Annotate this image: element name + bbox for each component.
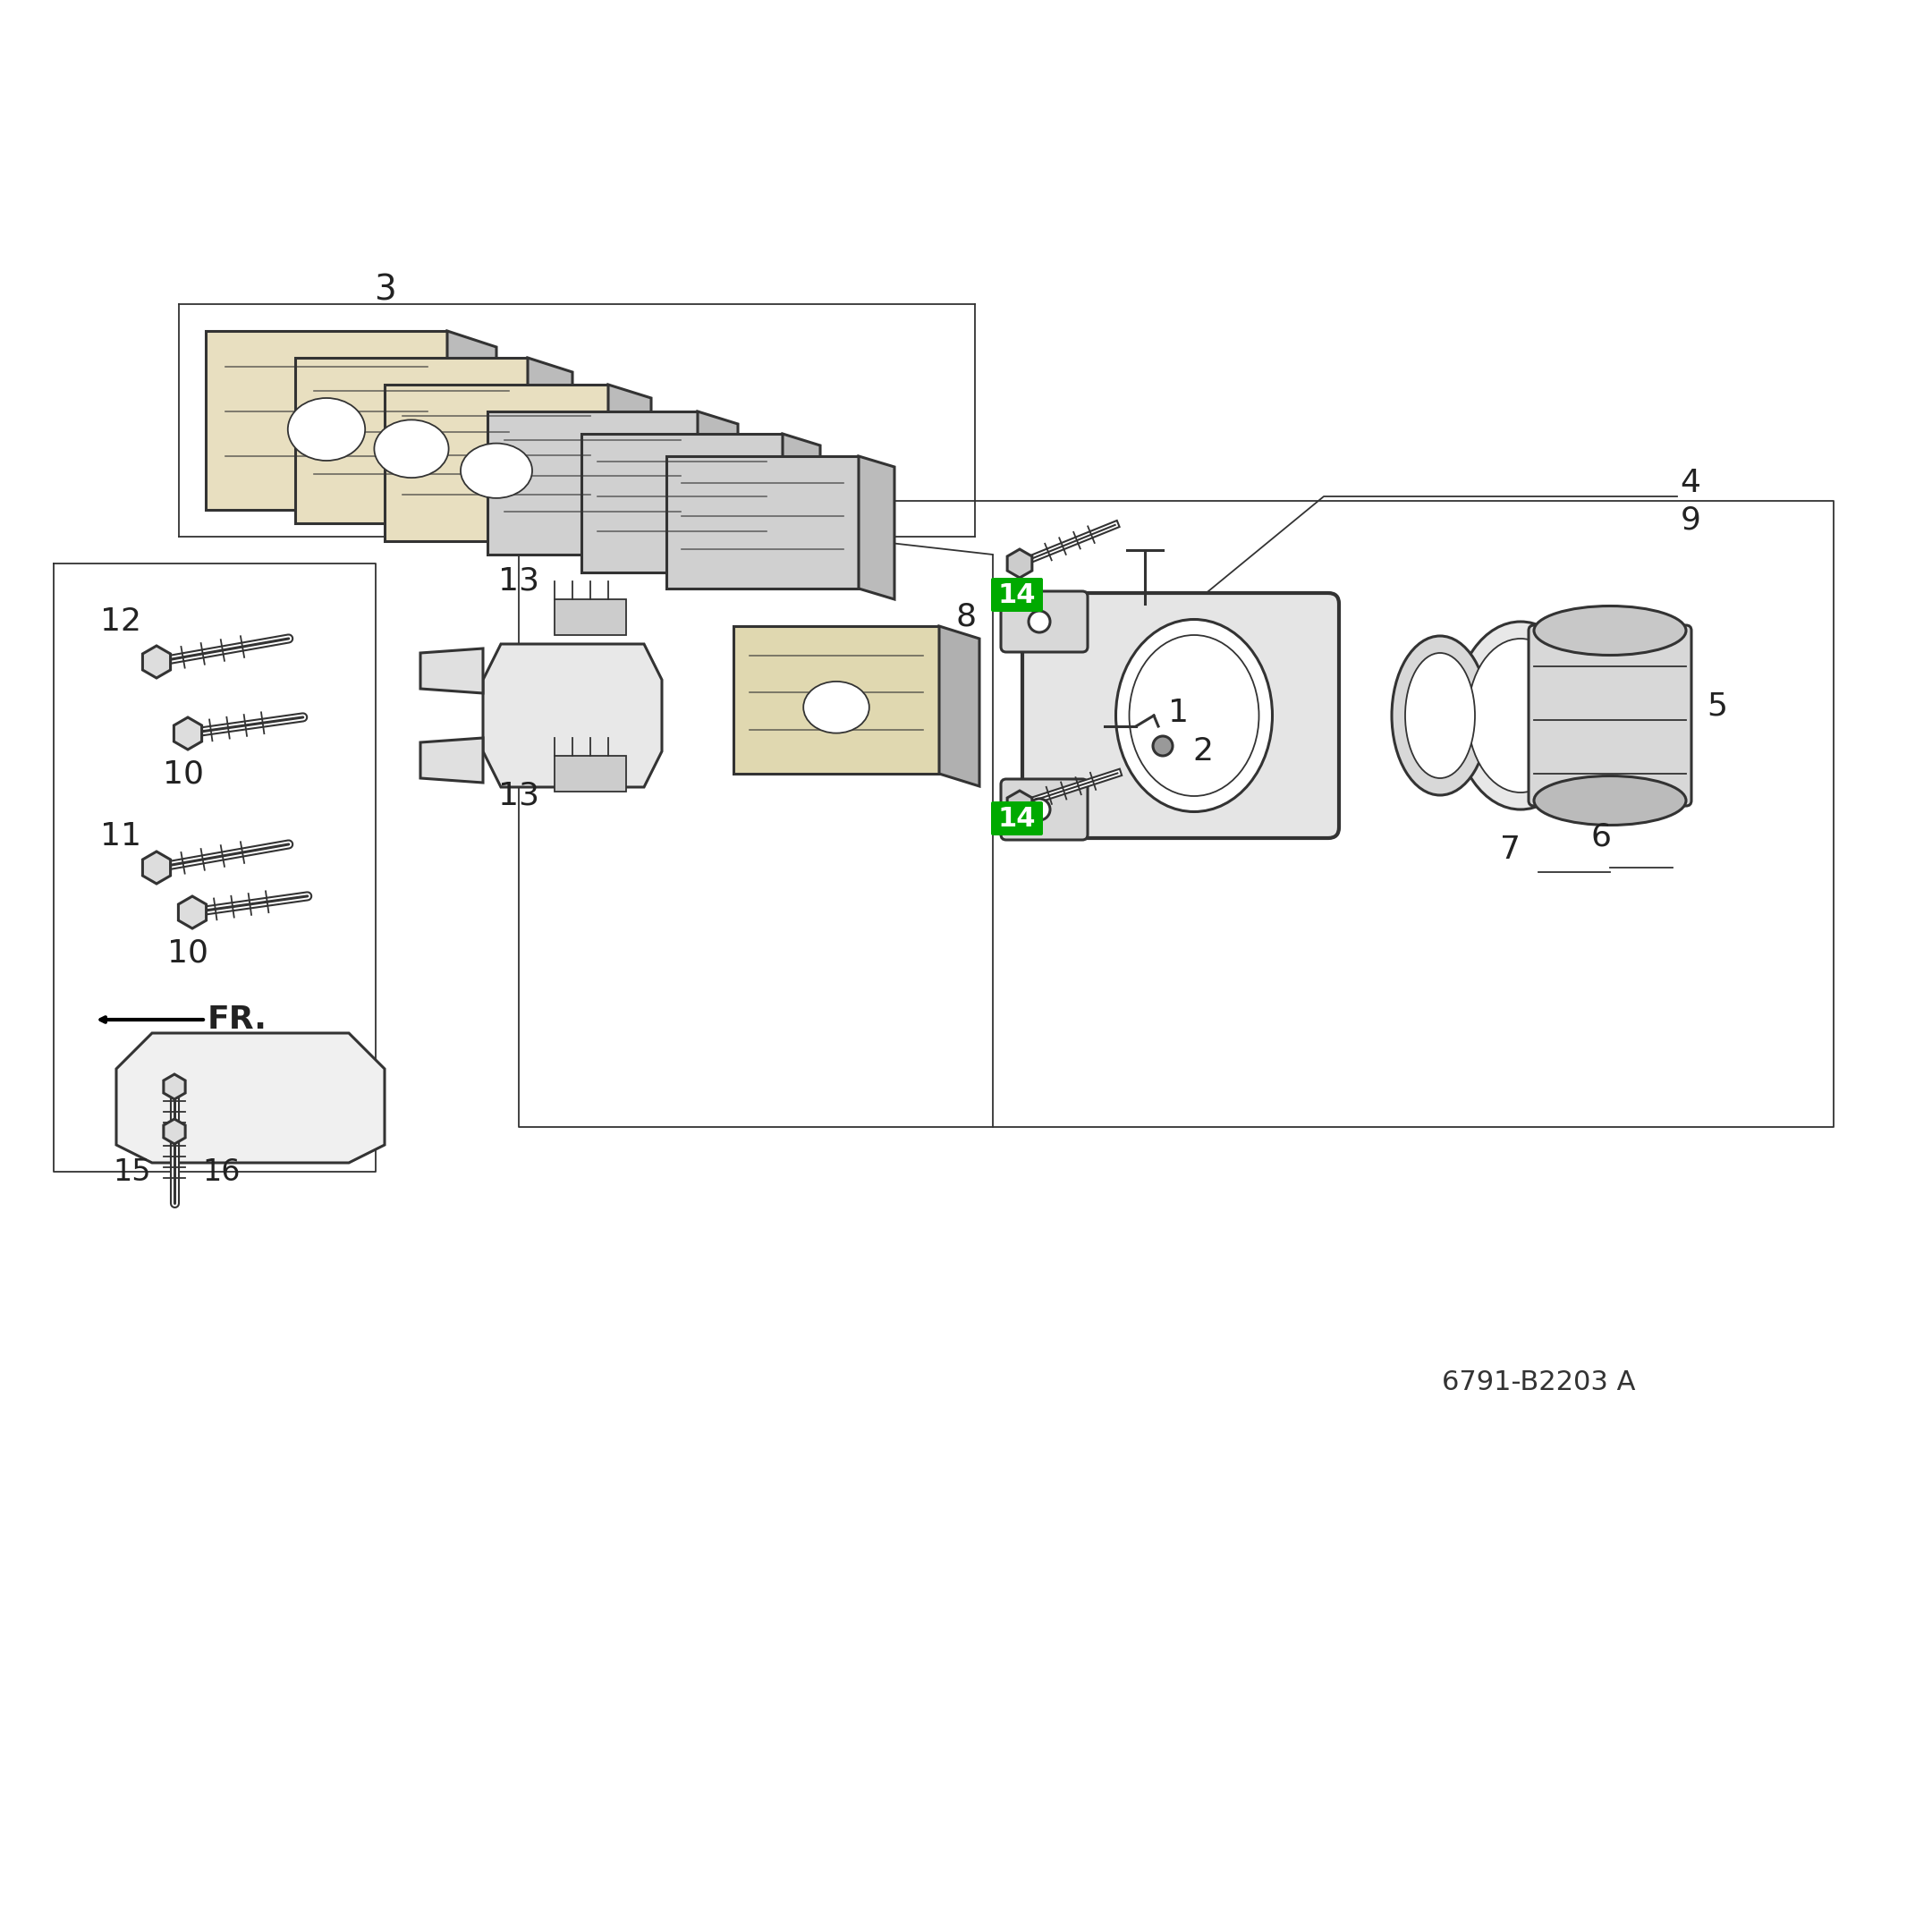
Ellipse shape [1468,639,1573,792]
Ellipse shape [1117,620,1273,811]
Polygon shape [446,330,497,526]
Ellipse shape [460,442,531,498]
Polygon shape [667,456,858,589]
Ellipse shape [158,1070,189,1103]
FancyBboxPatch shape [1001,591,1088,653]
Polygon shape [421,649,483,694]
Ellipse shape [1455,622,1586,810]
Ellipse shape [1534,777,1687,825]
Text: 15: 15 [114,1157,151,1186]
Ellipse shape [1405,653,1474,779]
Ellipse shape [1391,636,1488,796]
Text: 6: 6 [1590,821,1611,852]
Polygon shape [609,384,651,554]
Polygon shape [782,435,821,583]
Ellipse shape [1534,607,1687,655]
Polygon shape [421,738,483,782]
Text: 13: 13 [498,566,539,597]
Text: 9: 9 [1681,506,1700,535]
Text: 16: 16 [203,1157,242,1186]
Polygon shape [143,645,170,678]
Polygon shape [205,330,446,510]
Polygon shape [939,626,980,786]
Text: 13: 13 [498,781,539,811]
FancyBboxPatch shape [1001,779,1088,840]
Polygon shape [734,626,939,773]
Ellipse shape [1028,798,1051,821]
FancyBboxPatch shape [1022,593,1339,838]
Polygon shape [116,1034,384,1163]
Text: 2: 2 [1192,736,1213,767]
Polygon shape [858,456,895,599]
Polygon shape [554,755,626,792]
Polygon shape [527,357,572,537]
Text: 1: 1 [1169,697,1190,728]
Polygon shape [487,412,697,554]
Polygon shape [164,1074,185,1099]
Ellipse shape [1153,736,1173,755]
Polygon shape [582,435,782,572]
Text: 4: 4 [1681,468,1700,498]
Text: 14: 14 [999,582,1036,609]
Text: 14: 14 [999,806,1036,831]
Polygon shape [384,384,609,541]
FancyBboxPatch shape [991,578,1043,612]
Polygon shape [554,599,626,636]
Text: FR.: FR. [207,1005,267,1036]
Polygon shape [164,1119,185,1144]
Polygon shape [1007,790,1032,819]
FancyBboxPatch shape [991,802,1043,835]
Polygon shape [143,852,170,883]
FancyBboxPatch shape [1528,626,1690,806]
Polygon shape [697,412,738,568]
Polygon shape [178,896,207,929]
Ellipse shape [804,682,869,732]
Text: 10: 10 [162,759,205,788]
Text: 6791-B2203 A: 6791-B2203 A [1441,1370,1634,1395]
Text: 12: 12 [100,607,141,638]
Polygon shape [483,643,663,786]
Ellipse shape [288,398,365,460]
Ellipse shape [1028,611,1051,632]
Polygon shape [1007,549,1032,578]
Polygon shape [296,357,527,524]
Text: 11: 11 [100,821,141,852]
Text: 3: 3 [373,274,396,307]
Text: 8: 8 [956,603,976,632]
Text: 10: 10 [168,937,209,968]
Ellipse shape [375,419,448,477]
Text: 7: 7 [1499,835,1520,866]
Text: 5: 5 [1708,692,1727,723]
Ellipse shape [158,1117,189,1148]
Polygon shape [174,717,201,750]
